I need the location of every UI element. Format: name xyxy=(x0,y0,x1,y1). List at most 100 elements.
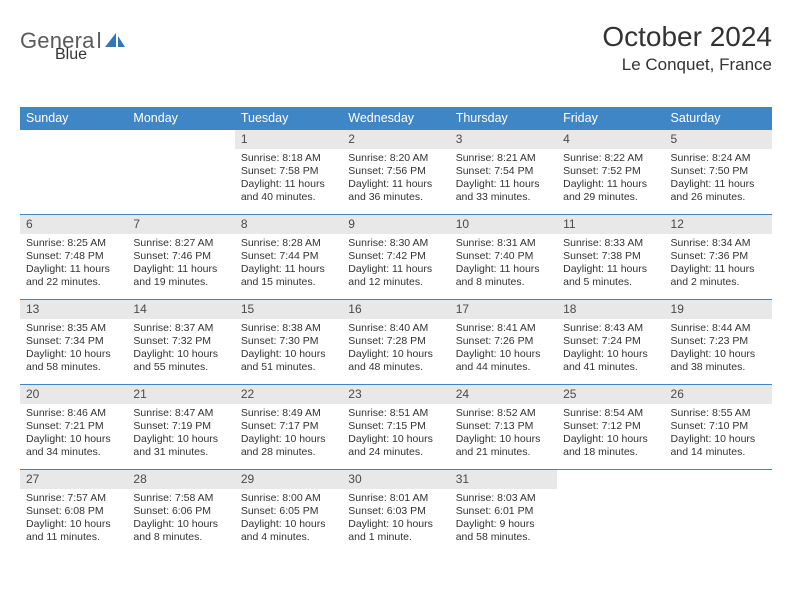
day-body: Sunrise: 8:33 AMSunset: 7:38 PMDaylight:… xyxy=(557,234,664,299)
brand-text-l: l xyxy=(97,28,102,54)
day-number: 22 xyxy=(235,385,342,404)
day-body: Sunrise: 8:49 AMSunset: 7:17 PMDaylight:… xyxy=(235,404,342,469)
day-cell: 27Sunrise: 7:57 AMSunset: 6:08 PMDayligh… xyxy=(20,470,127,554)
day-number: 6 xyxy=(20,215,127,234)
day-cell: 10Sunrise: 8:31 AMSunset: 7:40 PMDayligh… xyxy=(450,215,557,299)
day-body: Sunrise: 8:21 AMSunset: 7:54 PMDaylight:… xyxy=(450,149,557,214)
brand-text-blue: Blue xyxy=(55,46,87,63)
day-cell: . xyxy=(127,130,234,214)
brand-blue-row: Blue xyxy=(55,46,87,64)
day-body: Sunrise: 8:46 AMSunset: 7:21 PMDaylight:… xyxy=(20,404,127,469)
day-cell: 13Sunrise: 8:35 AMSunset: 7:34 PMDayligh… xyxy=(20,300,127,384)
day-cell: . xyxy=(20,130,127,214)
day-body: Sunrise: 8:25 AMSunset: 7:48 PMDaylight:… xyxy=(20,234,127,299)
day-cell: 9Sunrise: 8:30 AMSunset: 7:42 PMDaylight… xyxy=(342,215,449,299)
day-body: Sunrise: 7:58 AMSunset: 6:06 PMDaylight:… xyxy=(127,489,234,554)
page: General October 2024 Le Conquet, France … xyxy=(0,0,792,612)
week-row: 13Sunrise: 8:35 AMSunset: 7:34 PMDayligh… xyxy=(20,300,772,385)
day-number: 13 xyxy=(20,300,127,319)
day-body: Sunrise: 8:22 AMSunset: 7:52 PMDaylight:… xyxy=(557,149,664,214)
day-cell: 20Sunrise: 8:46 AMSunset: 7:21 PMDayligh… xyxy=(20,385,127,469)
weekday-header: Sunday Monday Tuesday Wednesday Thursday… xyxy=(20,107,772,130)
title-block: October 2024 Le Conquet, France xyxy=(602,22,772,75)
day-body: Sunrise: 8:20 AMSunset: 7:56 PMDaylight:… xyxy=(342,149,449,214)
day-number: 20 xyxy=(20,385,127,404)
day-cell: 21Sunrise: 8:47 AMSunset: 7:19 PMDayligh… xyxy=(127,385,234,469)
day-body: Sunrise: 8:03 AMSunset: 6:01 PMDaylight:… xyxy=(450,489,557,554)
day-body: Sunrise: 8:52 AMSunset: 7:13 PMDaylight:… xyxy=(450,404,557,469)
day-cell: 16Sunrise: 8:40 AMSunset: 7:28 PMDayligh… xyxy=(342,300,449,384)
day-body: Sunrise: 8:34 AMSunset: 7:36 PMDaylight:… xyxy=(665,234,772,299)
week-row: 20Sunrise: 8:46 AMSunset: 7:21 PMDayligh… xyxy=(20,385,772,470)
day-body: Sunrise: 8:47 AMSunset: 7:19 PMDaylight:… xyxy=(127,404,234,469)
day-body: Sunrise: 8:01 AMSunset: 6:03 PMDaylight:… xyxy=(342,489,449,554)
day-cell: 17Sunrise: 8:41 AMSunset: 7:26 PMDayligh… xyxy=(450,300,557,384)
day-number: 1 xyxy=(235,130,342,149)
day-number: 18 xyxy=(557,300,664,319)
day-body: Sunrise: 8:35 AMSunset: 7:34 PMDaylight:… xyxy=(20,319,127,384)
day-number: 26 xyxy=(665,385,772,404)
day-number: 29 xyxy=(235,470,342,489)
day-number: 17 xyxy=(450,300,557,319)
day-number: 8 xyxy=(235,215,342,234)
day-body: Sunrise: 8:37 AMSunset: 7:32 PMDaylight:… xyxy=(127,319,234,384)
day-cell: 2Sunrise: 8:20 AMSunset: 7:56 PMDaylight… xyxy=(342,130,449,214)
day-cell: 30Sunrise: 8:01 AMSunset: 6:03 PMDayligh… xyxy=(342,470,449,554)
day-cell: 3Sunrise: 8:21 AMSunset: 7:54 PMDaylight… xyxy=(450,130,557,214)
week-row: . . 1Sunrise: 8:18 AMSunset: 7:58 PMDayl… xyxy=(20,130,772,215)
day-body: Sunrise: 8:00 AMSunset: 6:05 PMDaylight:… xyxy=(235,489,342,554)
day-cell: 8Sunrise: 8:28 AMSunset: 7:44 PMDaylight… xyxy=(235,215,342,299)
day-number: 9 xyxy=(342,215,449,234)
location-label: Le Conquet, France xyxy=(602,55,772,75)
day-cell: 29Sunrise: 8:00 AMSunset: 6:05 PMDayligh… xyxy=(235,470,342,554)
day-body: Sunrise: 8:51 AMSunset: 7:15 PMDaylight:… xyxy=(342,404,449,469)
day-number: 31 xyxy=(450,470,557,489)
day-cell: 19Sunrise: 8:44 AMSunset: 7:23 PMDayligh… xyxy=(665,300,772,384)
day-number: 19 xyxy=(665,300,772,319)
calendar-body: . . 1Sunrise: 8:18 AMSunset: 7:58 PMDayl… xyxy=(20,130,772,554)
day-cell: 12Sunrise: 8:34 AMSunset: 7:36 PMDayligh… xyxy=(665,215,772,299)
day-number: 24 xyxy=(450,385,557,404)
day-body: Sunrise: 7:57 AMSunset: 6:08 PMDaylight:… xyxy=(20,489,127,554)
day-cell: . xyxy=(557,470,664,554)
day-cell: . xyxy=(665,470,772,554)
weekday-tue: Tuesday xyxy=(235,107,342,130)
day-body: Sunrise: 8:31 AMSunset: 7:40 PMDaylight:… xyxy=(450,234,557,299)
sail-icon xyxy=(104,31,126,51)
day-body: Sunrise: 8:38 AMSunset: 7:30 PMDaylight:… xyxy=(235,319,342,384)
day-number: 10 xyxy=(450,215,557,234)
day-cell: 24Sunrise: 8:52 AMSunset: 7:13 PMDayligh… xyxy=(450,385,557,469)
day-number: 23 xyxy=(342,385,449,404)
day-body: Sunrise: 8:44 AMSunset: 7:23 PMDaylight:… xyxy=(665,319,772,384)
day-number: 11 xyxy=(557,215,664,234)
day-cell: 22Sunrise: 8:49 AMSunset: 7:17 PMDayligh… xyxy=(235,385,342,469)
day-cell: 31Sunrise: 8:03 AMSunset: 6:01 PMDayligh… xyxy=(450,470,557,554)
day-cell: 7Sunrise: 8:27 AMSunset: 7:46 PMDaylight… xyxy=(127,215,234,299)
weekday-thu: Thursday xyxy=(450,107,557,130)
day-cell: 11Sunrise: 8:33 AMSunset: 7:38 PMDayligh… xyxy=(557,215,664,299)
day-number: 12 xyxy=(665,215,772,234)
day-cell: 5Sunrise: 8:24 AMSunset: 7:50 PMDaylight… xyxy=(665,130,772,214)
day-number: 21 xyxy=(127,385,234,404)
day-number: 15 xyxy=(235,300,342,319)
week-row: 6Sunrise: 8:25 AMSunset: 7:48 PMDaylight… xyxy=(20,215,772,300)
day-body: Sunrise: 8:28 AMSunset: 7:44 PMDaylight:… xyxy=(235,234,342,299)
weekday-sat: Saturday xyxy=(665,107,772,130)
day-cell: 18Sunrise: 8:43 AMSunset: 7:24 PMDayligh… xyxy=(557,300,664,384)
day-number: 16 xyxy=(342,300,449,319)
header: General October 2024 Le Conquet, France xyxy=(20,22,772,75)
day-body: Sunrise: 8:55 AMSunset: 7:10 PMDaylight:… xyxy=(665,404,772,469)
day-body: Sunrise: 8:41 AMSunset: 7:26 PMDaylight:… xyxy=(450,319,557,384)
weekday-wed: Wednesday xyxy=(342,107,449,130)
day-cell: 15Sunrise: 8:38 AMSunset: 7:30 PMDayligh… xyxy=(235,300,342,384)
week-row: 27Sunrise: 7:57 AMSunset: 6:08 PMDayligh… xyxy=(20,470,772,554)
day-body: Sunrise: 8:30 AMSunset: 7:42 PMDaylight:… xyxy=(342,234,449,299)
day-body: Sunrise: 8:54 AMSunset: 7:12 PMDaylight:… xyxy=(557,404,664,469)
day-number: 7 xyxy=(127,215,234,234)
day-cell: 28Sunrise: 7:58 AMSunset: 6:06 PMDayligh… xyxy=(127,470,234,554)
day-cell: 26Sunrise: 8:55 AMSunset: 7:10 PMDayligh… xyxy=(665,385,772,469)
day-cell: 1Sunrise: 8:18 AMSunset: 7:58 PMDaylight… xyxy=(235,130,342,214)
day-number: 30 xyxy=(342,470,449,489)
day-number: 4 xyxy=(557,130,664,149)
day-number: 5 xyxy=(665,130,772,149)
